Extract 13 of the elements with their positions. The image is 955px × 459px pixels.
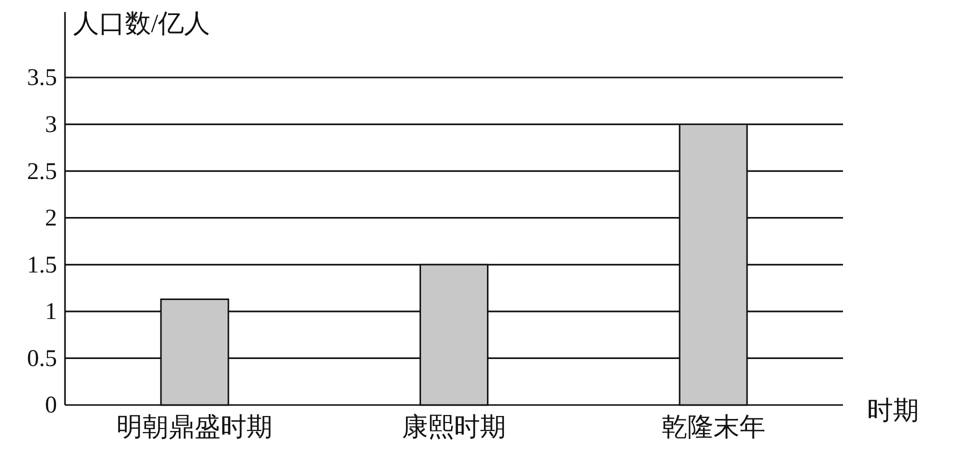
y-axis-title: 人口数/亿人 bbox=[73, 9, 210, 38]
x-tick-label: 康熙时期 bbox=[402, 412, 506, 442]
y-tick-label: 2.5 bbox=[27, 158, 57, 185]
x-tick-label: 乾隆末年 bbox=[661, 412, 766, 442]
y-tick-label: 0 bbox=[45, 392, 57, 419]
y-tick-label: 1 bbox=[45, 299, 57, 326]
y-tick-label: 0.5 bbox=[27, 346, 57, 372]
x-axis-title: 时期 bbox=[867, 396, 919, 425]
y-tick-label: 3 bbox=[45, 112, 57, 138]
y-tick-label: 3.5 bbox=[27, 65, 57, 92]
x-tick-label: 明朝鼎盛时期 bbox=[116, 412, 273, 442]
y-tick-label: 1.5 bbox=[27, 252, 57, 278]
y-tick-label: 2 bbox=[45, 206, 57, 232]
